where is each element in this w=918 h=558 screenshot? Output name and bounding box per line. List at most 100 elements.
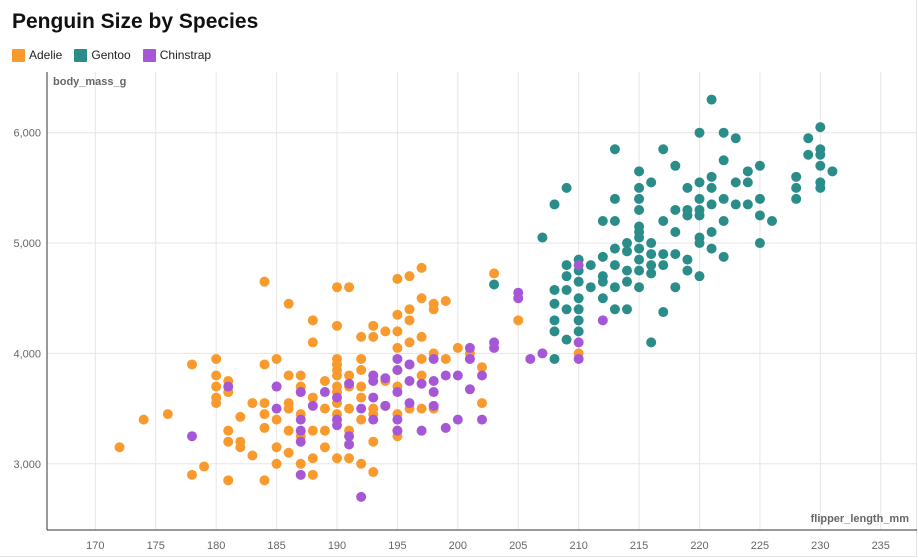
point-gentoo — [815, 149, 826, 160]
point-gentoo — [622, 246, 632, 257]
legend-item-gentoo[interactable]: Gentoo — [74, 48, 131, 62]
point-adelie — [416, 262, 427, 273]
point-gentoo — [670, 160, 681, 171]
point-gentoo — [573, 326, 584, 337]
point-gentoo — [815, 122, 826, 133]
point-gentoo — [634, 182, 645, 193]
point-adelie — [404, 315, 415, 326]
point-adelie — [247, 450, 258, 461]
legend-item-adelie[interactable]: Adelie — [12, 48, 62, 62]
point-gentoo — [622, 265, 632, 276]
point-adelie — [368, 467, 379, 478]
point-gentoo — [549, 298, 560, 309]
point-gentoo — [754, 193, 765, 204]
point-adelie — [428, 304, 439, 315]
point-adelie — [489, 268, 500, 279]
point-adelie — [271, 353, 282, 364]
point-adelie — [440, 296, 451, 306]
point-gentoo — [706, 243, 717, 254]
point-gentoo — [694, 238, 705, 249]
point-gentoo — [682, 182, 693, 193]
point-chinstrap — [392, 425, 403, 436]
point-chinstrap — [332, 392, 342, 403]
y-tick-label: 6,000 — [13, 128, 41, 140]
point-chinstrap — [489, 342, 500, 353]
x-tick-label: 175 — [147, 540, 165, 552]
legend: Adelie Gentoo Chinstrap — [12, 48, 223, 62]
point-chinstrap — [464, 384, 475, 395]
point-adelie — [392, 309, 403, 320]
point-chinstrap — [344, 378, 355, 389]
point-gentoo — [609, 144, 620, 155]
point-adelie — [513, 315, 524, 326]
point-gentoo — [730, 133, 741, 144]
point-adelie — [259, 422, 270, 433]
x-axis-title: flipper_length_mm — [811, 513, 910, 525]
point-gentoo — [730, 199, 741, 210]
point-adelie — [259, 475, 270, 486]
point-adelie — [283, 403, 294, 414]
point-adelie — [283, 370, 294, 381]
point-adelie — [332, 282, 342, 293]
point-adelie — [283, 425, 294, 436]
point-adelie — [356, 414, 367, 425]
point-adelie — [416, 370, 427, 381]
point-adelie — [332, 370, 342, 381]
point-adelie — [344, 370, 355, 381]
point-chinstrap — [332, 420, 342, 431]
point-gentoo — [634, 265, 645, 276]
point-adelie — [416, 403, 427, 414]
point-chinstrap — [477, 370, 487, 381]
point-chinstrap — [380, 373, 391, 384]
y-axis-title: body_mass_g — [53, 76, 126, 88]
point-adelie — [187, 359, 197, 370]
point-chinstrap — [295, 387, 306, 398]
x-tick-label: 170 — [86, 540, 104, 552]
point-adelie — [477, 398, 487, 409]
point-chinstrap — [295, 425, 306, 436]
point-gentoo — [694, 271, 705, 282]
legend-swatch-gentoo — [74, 48, 88, 62]
point-gentoo — [597, 251, 608, 262]
point-adelie — [307, 392, 318, 403]
point-adelie — [344, 403, 355, 414]
point-gentoo — [670, 227, 681, 238]
point-adelie — [271, 414, 282, 425]
point-gentoo — [646, 337, 657, 348]
point-gentoo — [742, 199, 753, 210]
point-adelie — [368, 436, 379, 447]
point-adelie — [211, 370, 222, 381]
x-tick-label: 230 — [811, 540, 829, 552]
legend-item-chinstrap[interactable]: Chinstrap — [142, 48, 211, 62]
point-gentoo — [706, 227, 717, 238]
point-chinstrap — [356, 491, 367, 502]
point-gentoo — [646, 268, 657, 279]
point-gentoo — [791, 171, 802, 182]
point-adelie — [211, 353, 222, 364]
point-gentoo — [718, 155, 729, 166]
point-gentoo — [646, 238, 657, 249]
x-tick-label: 195 — [388, 540, 406, 552]
point-adelie — [235, 442, 246, 453]
point-chinstrap — [404, 359, 415, 370]
x-tick-label: 190 — [328, 540, 346, 552]
point-chinstrap — [368, 376, 379, 387]
x-tick-label: 210 — [569, 540, 587, 552]
point-gentoo — [682, 254, 693, 265]
point-chinstrap — [440, 370, 451, 381]
point-adelie — [247, 398, 258, 409]
point-gentoo — [609, 215, 620, 226]
point-adelie — [307, 453, 318, 464]
point-gentoo — [634, 282, 645, 293]
point-chinstrap — [525, 353, 536, 364]
point-adelie — [138, 414, 149, 425]
point-adelie — [356, 392, 367, 403]
point-adelie — [259, 359, 270, 370]
point-gentoo — [561, 182, 572, 193]
point-gentoo — [622, 276, 632, 287]
point-gentoo — [634, 166, 645, 177]
point-chinstrap — [187, 431, 197, 442]
point-gentoo — [549, 326, 560, 337]
point-gentoo — [706, 171, 717, 182]
